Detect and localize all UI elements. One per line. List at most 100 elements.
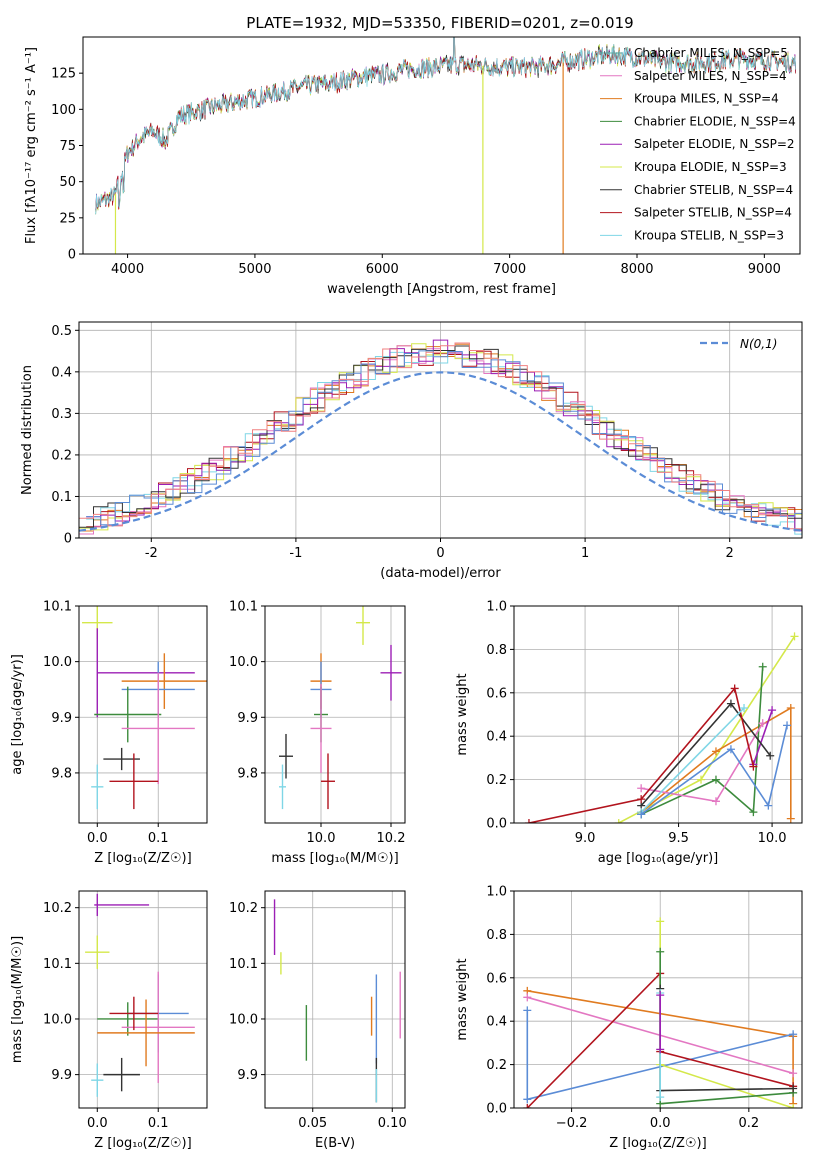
spectrum-xtick-label-5: 9000	[748, 262, 781, 277]
residuals-xtick-label-1: -1	[289, 546, 302, 561]
weight_vs_age-lines	[524, 632, 799, 823]
weight_vs_age-marker-3-2	[758, 719, 767, 728]
weight_vs_Z-marker-2-2	[789, 1030, 798, 1039]
age_vs_Z-xlabel: Z [log₁₀(Z/Z☉)]	[94, 851, 191, 866]
weight_vs_age-marker-2-3	[758, 662, 767, 671]
spectrum-series-2	[95, 37, 797, 212]
weight_vs_age-xtick-label-1: 9.5	[668, 831, 689, 846]
age_vs_Z-xtick-label-0: 0.0	[87, 831, 108, 846]
weight_vs_Z-lines	[523, 917, 798, 1108]
spectrum-legend-label-2: Kroupa MILES, N_SSP=4	[634, 92, 779, 106]
weight_vs_Z-marker-4-0	[656, 917, 665, 926]
spectrum-xtick-label-3: 7000	[493, 262, 526, 277]
age_vs_Z-ytick-label-3: 10.1	[43, 600, 72, 615]
spectrum-legend-label-8: Kroupa STELIB, N_SSP=3	[634, 228, 784, 242]
weight_vs_Z-marker-1-1	[789, 1069, 798, 1078]
spectrum-legend-label-3: Chabrier ELODIE, N_SSP=4	[634, 114, 796, 128]
residuals-ytick-label-4: 0.4	[51, 365, 72, 380]
weight_vs_age-marker-3-1	[711, 797, 720, 806]
weight_vs_Z-series-4	[659, 921, 794, 1108]
mass_vs_Z-xlabel: Z [log₁₀(Z/Z☉)]	[94, 1136, 191, 1151]
spectrum-legend-label-4: Salpeter ELODIE, N_SSP=2	[634, 137, 795, 151]
residuals-hist-5	[86, 339, 802, 532]
weight_vs_Z-ylabel: mass weight	[455, 958, 470, 1040]
weight_vs_age-series-6	[528, 686, 755, 823]
weight_vs_age-marker-5-2	[766, 751, 775, 760]
mass_vs_Z-ytick-label-2: 10.1	[43, 957, 72, 972]
figure-title: PLATE=1932, MJD=53350, FIBERID=0201, z=0…	[246, 14, 633, 32]
weight_vs_Z-marker-4-2	[789, 1104, 798, 1108]
weight_vs_Z-marker-2-0	[523, 1006, 532, 1015]
weight_vs_age-marker-7-1	[740, 703, 749, 712]
residuals-ytick-label-3: 0.3	[51, 407, 72, 422]
spectrum-lines	[95, 37, 797, 254]
spectrum-ylabel: Flux [fλ10⁻¹⁷ erg cm⁻² s⁻¹ A⁻¹]	[24, 47, 39, 244]
weight_vs_age-ylabel: mass weight	[455, 673, 470, 755]
weight_vs_Z-marker-8-1	[656, 1045, 665, 1054]
weight_vs_age-series-1	[640, 706, 792, 819]
spectrum-series-8	[95, 37, 797, 214]
weight_vs_age-marker-2-1	[711, 775, 720, 784]
weight_vs_age-marker-8-2	[764, 801, 773, 810]
spectrum-series-6	[95, 37, 797, 211]
age_vs_Z-frame	[78, 605, 208, 824]
spectrum-ytick-label-4: 100	[51, 103, 76, 118]
weight_vs_Z-xlabel: Z [log₁₀(Z/Z☉)]	[609, 1136, 706, 1151]
spectrum-legend-label-0: Chabrier MILES, N_SSP=5	[634, 46, 788, 60]
weight_vs_age-frame	[513, 605, 803, 824]
age_vs_Z-xtick-label-1: 0.1	[148, 831, 169, 846]
age_vs_Z-ytick-label-1: 9.9	[51, 711, 72, 726]
weight_vs_Z-xtick-label-0: −0.2	[556, 1116, 588, 1131]
age_vs_mass-xlabel: mass [log₁₀(M/M☉)]	[271, 851, 398, 866]
weight_vs_age-marker-3-0	[637, 784, 646, 793]
age_vs_Z-points	[82, 606, 207, 810]
weight_vs_Z-ytick-label-4: 0.8	[486, 928, 507, 943]
weight_vs_age-marker-8-1	[726, 745, 735, 754]
age_vs_mass-ytick-label-0: 9.8	[237, 766, 258, 781]
weight_vs_age-xtick-label-2: 10.0	[758, 831, 787, 846]
age_vs_mass-xtick-label-1: 10.2	[377, 831, 406, 846]
spectrum-legend-label-5: Kroupa ELODIE, N_SSP=3	[634, 160, 787, 174]
spectrum-xtick-label-2: 6000	[366, 262, 399, 277]
age_vs_mass-frame	[264, 605, 406, 824]
age_vs_mass-ytick-label-3: 10.1	[229, 600, 258, 615]
spectrum-ytick-label-0: 0	[68, 248, 76, 263]
weight_vs_age-xlabel: age [log₁₀(age/yr)]	[598, 851, 719, 866]
mass_vs_Z-ylabel: mass [log₁₀(M/M☉)]	[10, 936, 25, 1063]
residuals-xtick-label-4: 2	[726, 546, 734, 561]
weight_vs_Z-ytick-label-3: 0.6	[486, 971, 507, 986]
residuals-ylabel: Normed distribution	[20, 365, 35, 495]
residuals-hist-8	[79, 342, 802, 531]
spectrum-legend-label-7: Salpeter STELIB, N_SSP=4	[634, 206, 792, 220]
weight_vs_age-marker-6-0	[524, 819, 533, 823]
weight_vs_Z-marker-3-0	[523, 1104, 532, 1108]
weight_vs_age-series-7	[640, 707, 745, 813]
mass_vs_ebv-frame	[264, 890, 406, 1109]
weight_vs_Z-xtick-label-1: 0.0	[650, 1116, 671, 1131]
mass_vs_ebv-points	[273, 899, 401, 1103]
spectrum-series-1	[95, 37, 797, 210]
spectrum-xtick-label-0: 4000	[111, 262, 144, 277]
residuals-hist-3	[86, 351, 802, 535]
age_vs_mass-ytick-label-2: 10.0	[229, 655, 258, 670]
spectrum-legend-label-1: Salpeter MILES, N_SSP=4	[634, 69, 787, 83]
spectrum-ytick-label-2: 50	[59, 175, 76, 190]
residuals-ytick-label-2: 0.2	[51, 448, 72, 463]
weight_vs_age-marker-1-2	[786, 703, 795, 712]
weight_vs_age-marker-6-2	[730, 684, 739, 693]
spectrum-ytick-label-3: 75	[59, 139, 76, 154]
residuals-hists	[79, 339, 802, 535]
age_vs_mass-ytick-label-1: 9.9	[237, 711, 258, 726]
weight_vs_Z-marker-5-0	[656, 947, 665, 956]
mass_vs_Z-frame	[78, 890, 208, 1109]
residuals-hist-2	[79, 345, 802, 535]
mass_vs_Z-xtick-label-1: 0.1	[148, 1116, 169, 1131]
age_vs_mass-xtick-label-0: 10.0	[307, 831, 336, 846]
mass_vs_ebv-xtick-label-0: 0.05	[298, 1116, 327, 1131]
mass_vs_Z-xtick-label-0: 0.0	[87, 1116, 108, 1131]
weight_vs_Z-ytick-label-1: 0.2	[486, 1058, 507, 1073]
weight_vs_age-series-4	[752, 709, 773, 765]
weight_vs_Z-marker-8-0	[656, 991, 665, 1000]
age_vs_Z-ytick-label-2: 10.0	[43, 655, 72, 670]
